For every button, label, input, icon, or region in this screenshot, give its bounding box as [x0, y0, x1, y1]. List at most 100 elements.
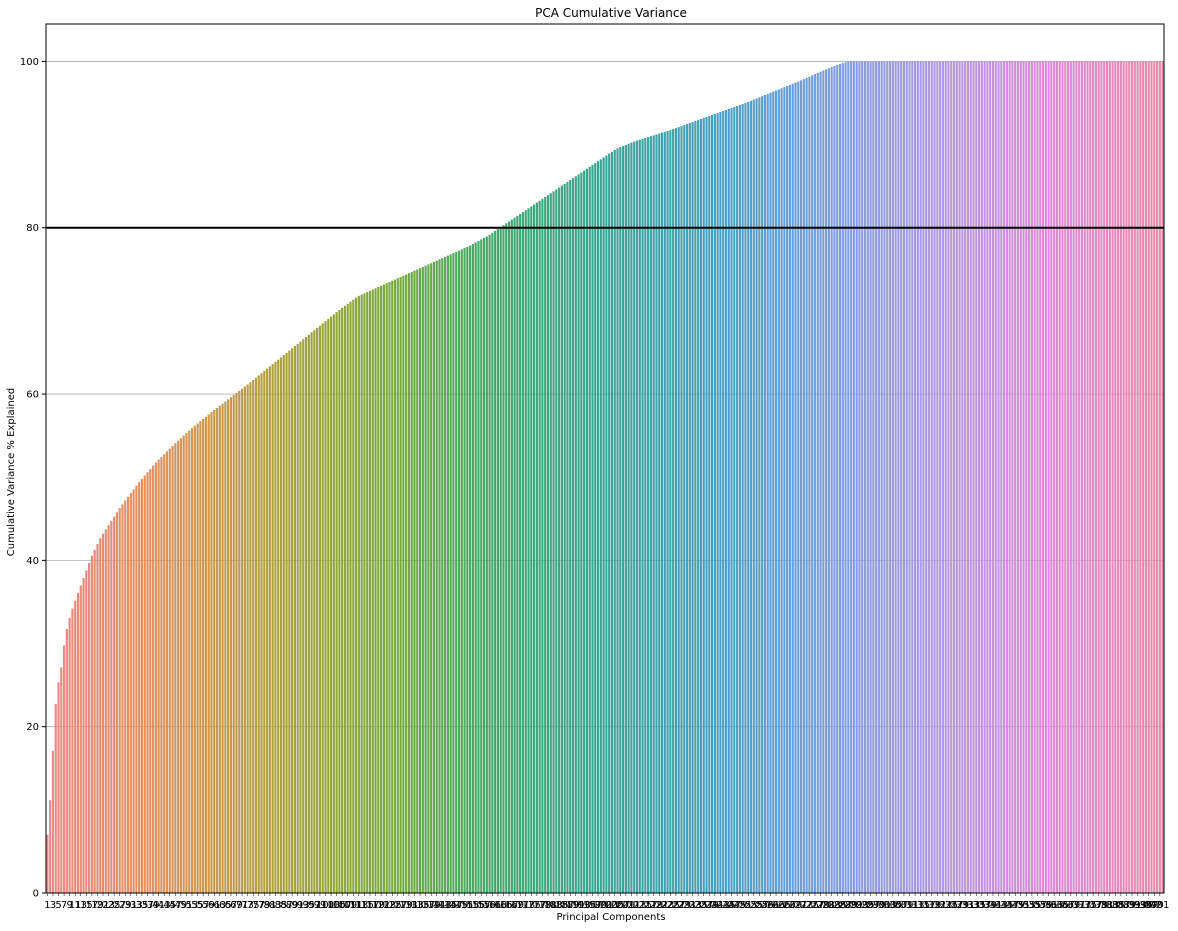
x-tick-label-199: 199 [589, 900, 608, 911]
bar-pc-114 [360, 294, 363, 893]
x-tick-label-275: 275 [800, 900, 819, 911]
x-tick-label-347: 347 [1000, 900, 1019, 911]
bar-pc-382 [1105, 61, 1109, 894]
bar-pc-224 [666, 130, 669, 894]
bar-pc-225 [669, 130, 672, 894]
bar-pc-183 [552, 191, 555, 894]
bar-pc-80 [266, 368, 269, 893]
x-tick-label-59: 59 [202, 900, 215, 911]
x-tick-label-37: 37 [141, 900, 154, 911]
x-tick-label-397: 397 [1139, 900, 1158, 911]
x-tick-label-129: 129 [394, 900, 413, 911]
bar-pc-269 [791, 83, 794, 893]
bar-pc-380 [1100, 61, 1103, 894]
bar-pc-38 [149, 469, 152, 893]
x-tick-label-305: 305 [883, 900, 902, 911]
bar-pc-340 [989, 61, 992, 894]
x-tick-label-229: 229 [672, 900, 691, 911]
bar-pc-122 [382, 284, 385, 893]
bar-pc-169 [513, 217, 516, 894]
bar-pc-179 [541, 198, 544, 893]
bar-pc-76 [254, 377, 258, 893]
bar-pc-8 [65, 629, 68, 893]
bar-pc-25 [113, 516, 116, 893]
x-tick-label-41: 41 [152, 900, 165, 911]
x-tick-label-79: 79 [258, 900, 271, 911]
bar-pc-218 [649, 136, 652, 893]
bar-pc-93 [302, 339, 305, 893]
x-tick-label-339: 339 [978, 900, 997, 911]
bar-pc-4 [54, 703, 57, 893]
bar-pc-74 [249, 382, 252, 893]
x-tick-label-75: 75 [247, 900, 260, 911]
bar-pc-368 [1066, 61, 1070, 894]
x-tick-label-27: 27 [113, 900, 126, 911]
bar-pc-212 [633, 141, 636, 893]
bar-pc-281 [825, 69, 828, 894]
x-tick-label-311: 311 [900, 900, 919, 911]
chart-title: PCA Cumulative Variance [535, 6, 687, 20]
bar-pc-100 [321, 323, 324, 893]
bar-pc-274 [805, 77, 808, 894]
bar-pc-124 [388, 282, 391, 893]
x-tick-label-185: 185 [550, 900, 569, 911]
bar-pc-339 [986, 61, 989, 894]
bar-pc-208 [621, 146, 625, 894]
x-tick-label-69: 69 [230, 900, 243, 911]
bar-pc-206 [616, 148, 619, 893]
x-tick-label-365: 365 [1050, 900, 1069, 911]
x-tick-label-203: 203 [600, 900, 619, 911]
x-tick-label-117: 117 [360, 900, 379, 911]
bar-pc-284 [833, 65, 836, 894]
bar-pc-57 [202, 418, 205, 893]
bar-pc-129 [402, 275, 405, 894]
bar-pc-324 [944, 61, 947, 894]
bar-pc-7 [62, 645, 66, 893]
x-tick-label-213: 213 [627, 900, 646, 911]
x-tick-label-113: 113 [349, 900, 368, 911]
bar-pc-310 [905, 61, 908, 894]
bar-pc-178 [538, 200, 541, 893]
bar-pc-378 [1094, 61, 1097, 894]
bar-pc-94 [304, 337, 308, 893]
bar-pc-287 [841, 63, 844, 893]
x-tick-label-109: 109 [338, 900, 357, 911]
bar-pc-92 [299, 341, 302, 893]
x-axis-ticks: 1 3 5 7 911131517192123252729313335373941434… [44, 893, 1169, 911]
x-tick-label-263: 263 [766, 900, 785, 911]
bar-pc-388 [1122, 61, 1125, 894]
x-tick-label-81: 81 [264, 900, 277, 911]
bar-pc-44 [165, 451, 169, 893]
bar-pc-17 [90, 555, 93, 893]
bar-pc-390 [1128, 61, 1131, 894]
x-tick-label-281: 281 [817, 900, 836, 911]
x-tick-label-239: 239 [700, 900, 719, 911]
bar-pc-115 [363, 293, 366, 893]
x-tick-label-383: 383 [1100, 900, 1119, 911]
bar-pc-26 [115, 512, 118, 893]
bar-pc-346 [1005, 61, 1008, 894]
bar-pc-150 [460, 249, 463, 894]
bar-pc-32 [132, 489, 135, 893]
bar-pc-353 [1025, 61, 1028, 894]
bar-pc-156 [477, 240, 480, 894]
x-tick-label-295: 295 [855, 900, 874, 911]
bar-pc-311 [908, 61, 911, 894]
bar-pc-105 [335, 312, 338, 893]
bar-pc-255 [752, 99, 755, 893]
bar-pc-277 [813, 74, 817, 893]
bar-pc-194 [583, 170, 586, 893]
x-tick-label-315: 315 [911, 900, 930, 911]
x-tick-label-233: 233 [683, 900, 702, 911]
bar-pc-81 [268, 366, 271, 893]
bar-pc-383 [1108, 61, 1111, 894]
bar-pc-359 [1041, 61, 1045, 894]
x-tick-label-235: 235 [689, 900, 708, 911]
bar-pc-131 [407, 273, 411, 894]
bar-pc-216 [644, 137, 647, 893]
bar-pc-46 [171, 445, 174, 893]
x-tick-label-105: 105 [327, 900, 346, 911]
bar-pc-397 [1147, 61, 1150, 894]
y-axis-ticks: 0 20 40 60 80 100 [20, 57, 46, 900]
